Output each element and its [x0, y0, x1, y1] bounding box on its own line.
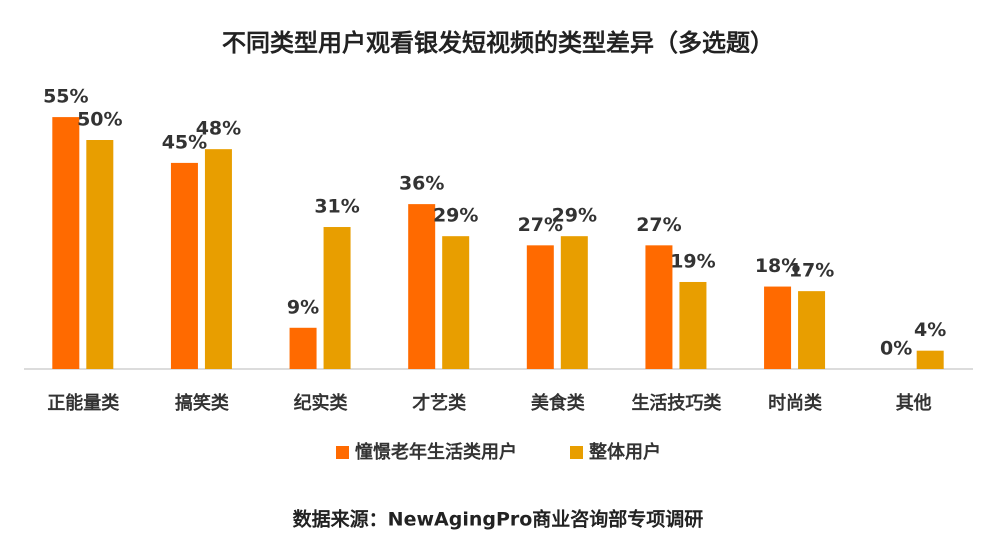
data-label: 18% — [755, 255, 800, 277]
bar — [679, 281, 707, 369]
x-tick-label: 正能量类 — [47, 392, 120, 414]
data-label: 55% — [43, 86, 88, 108]
data-label: 19% — [670, 250, 715, 272]
data-label: 31% — [314, 196, 359, 218]
bar — [323, 227, 351, 369]
bar — [170, 162, 198, 369]
data-label: 29% — [433, 205, 478, 227]
bar — [798, 291, 826, 369]
x-tick-label: 搞笑类 — [175, 392, 230, 414]
bar — [86, 140, 114, 369]
data-label: 4% — [914, 319, 946, 341]
data-label: 50% — [77, 109, 122, 131]
data-label: 9% — [287, 296, 319, 318]
source-note: 数据来源：NewAgingPro商业咨询部专项调研 — [293, 508, 704, 531]
bar — [916, 350, 944, 369]
bar — [204, 149, 232, 369]
x-tick-label: 时尚类 — [768, 392, 823, 414]
data-label: 48% — [196, 118, 241, 140]
bar — [408, 204, 436, 369]
legend-label: 整体用户 — [588, 441, 661, 463]
bar — [526, 245, 554, 369]
x-tick-label: 美食类 — [531, 392, 586, 414]
data-label: 45% — [162, 131, 207, 153]
x-tick-label: 才艺类 — [412, 392, 467, 414]
chart-title: 不同类型用户观看银发短视频的类型差异（多选题） — [222, 29, 774, 57]
data-label: 17% — [789, 260, 834, 282]
data-label: 27% — [636, 214, 681, 236]
x-tick-label: 其他 — [896, 392, 932, 414]
x-tick-label: 纪实类 — [294, 392, 349, 414]
data-label: 27% — [518, 214, 563, 236]
bar — [289, 327, 317, 369]
data-label: 0% — [880, 338, 912, 360]
legend-label: 憧憬老年生活类用户 — [355, 441, 517, 463]
bar — [442, 236, 470, 369]
legend-swatch — [570, 446, 583, 459]
data-label: 36% — [399, 173, 444, 195]
bar — [764, 286, 792, 369]
x-tick-label: 生活技巧类 — [631, 392, 722, 414]
bar — [52, 117, 80, 369]
legend-swatch — [336, 446, 349, 459]
data-label: 29% — [552, 205, 597, 227]
bar — [645, 245, 673, 369]
bar — [560, 236, 588, 369]
